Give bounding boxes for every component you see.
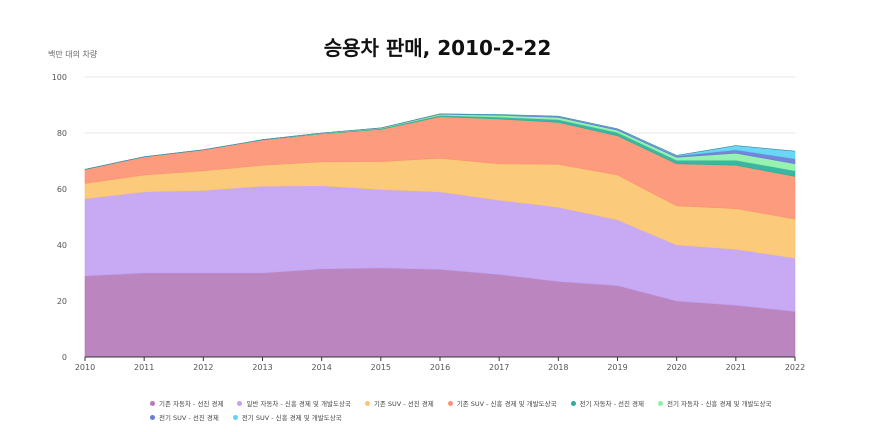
y-tick-label: 40 — [57, 241, 67, 250]
x-tick-label: 2013 — [252, 363, 272, 372]
x-tick-label: 2011 — [134, 363, 154, 372]
x-tick-label: 2018 — [548, 363, 568, 372]
legend-swatch — [658, 400, 663, 406]
legend-label: 전기 자동차 - 선진 경제 — [579, 400, 644, 408]
x-tick-label: 2021 — [726, 363, 746, 372]
x-tick-label: 2020 — [666, 363, 686, 372]
legend-item: 기존 SUV - 신흥 경제 및 개발도상국 — [447, 398, 557, 408]
x-tick-label: 2017 — [489, 363, 509, 372]
y-tick-label: 60 — [57, 185, 67, 194]
legend-item: 전기 자동차 - 신흥 경제 및 개발도상국 — [658, 398, 771, 408]
legend-label: 기존 SUV - 선진 경제 — [373, 400, 434, 408]
x-tick-label: 2014 — [311, 363, 331, 372]
chart-title: 승용차 판매, 2010-2-22 — [323, 36, 552, 60]
x-tick-label: 2022 — [785, 363, 805, 372]
legend-swatch — [150, 400, 155, 406]
legend: 기존 자동차 - 선진 경제 일반 자동차 - 신흥 경제 및 개발도상국 기존 S… — [150, 398, 790, 422]
y-tick-label: 0 — [62, 353, 67, 362]
x-tick-label: 2010 — [75, 363, 95, 372]
legend-item: 일반 자동차 - 신흥 경제 및 개발도상국 — [237, 398, 351, 408]
legend-swatch — [232, 414, 238, 420]
stack-outline — [84, 113, 796, 170]
y-tick-label: 20 — [57, 297, 67, 306]
legend-label: 기존 자동차 - 선진 경제 — [159, 400, 224, 408]
legend-swatch — [364, 400, 370, 406]
area-layer — [84, 113, 796, 358]
y-tick-label: 100 — [52, 73, 67, 82]
legend-swatch — [150, 414, 155, 420]
legend-swatch — [570, 400, 576, 406]
legend-label: 전기 자동차 - 신흥 경제 및 개발도상국 — [667, 400, 772, 408]
legend-label: 전기 SUV - 신흥 경제 및 개발도상국 — [241, 414, 342, 422]
legend-item: 전기 SUV - 신흥 경제 및 개발도상국 — [232, 412, 342, 422]
legend-label: 기존 SUV - 신흥 경제 및 개발도상국 — [456, 400, 557, 408]
legend-item: 기존 자동차 - 선진 경제 — [150, 398, 223, 408]
x-tick-label: 2016 — [430, 363, 450, 372]
legend-item: 전기 SUV - 선진 경제 — [150, 412, 219, 422]
legend-swatch — [237, 400, 243, 406]
legend-label: 전기 SUV - 선진 경제 — [159, 414, 219, 422]
y-axis-label: 백만 대의 차량 — [48, 50, 98, 59]
x-tick-label: 2019 — [607, 363, 627, 372]
legend-swatch — [447, 400, 453, 406]
x-tick-label: 2015 — [371, 363, 391, 372]
x-tick-label: 2012 — [193, 363, 213, 372]
axis-layer: 0 20 40 60 80 100 2010 2011 2012 2013 2014 2015 2016… — [52, 73, 805, 372]
legend-item: 기존 SUV - 선진 경제 — [364, 398, 434, 408]
legend-label: 일반 자동차 - 신흥 경제 및 개발도상국 — [246, 400, 351, 408]
legend-item: 전기 자동차 - 선진 경제 — [570, 398, 644, 408]
y-tick-label: 80 — [57, 129, 67, 138]
